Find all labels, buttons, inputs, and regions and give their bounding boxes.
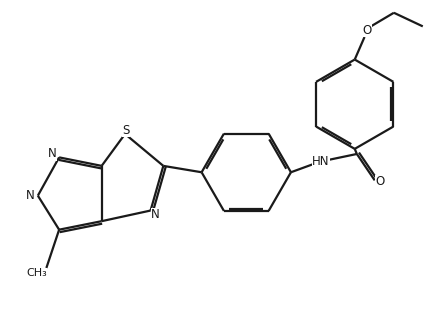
Text: N: N [26, 189, 35, 202]
Text: N: N [151, 208, 160, 221]
Text: N: N [48, 147, 57, 160]
Text: CH₃: CH₃ [27, 268, 47, 278]
Text: S: S [122, 124, 129, 137]
Text: O: O [375, 175, 385, 188]
Text: O: O [363, 24, 372, 37]
Text: HN: HN [312, 155, 330, 168]
